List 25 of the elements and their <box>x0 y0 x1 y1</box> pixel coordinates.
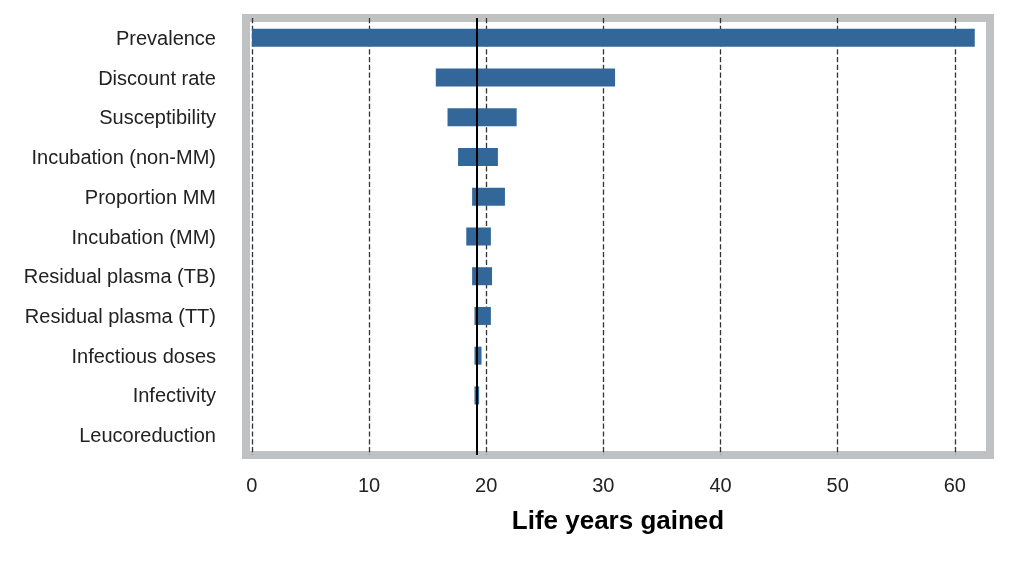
y-tick-label: Susceptibility <box>99 106 216 129</box>
y-tick-label: Discount rate <box>98 66 216 89</box>
bar <box>251 28 975 47</box>
bar <box>435 68 616 87</box>
y-tick-label: Prevalence <box>115 26 216 49</box>
y-tick-label: Infectivity <box>132 384 216 407</box>
y-tick-label: Infectious doses <box>71 344 216 367</box>
bar <box>472 187 505 206</box>
x-tick-label: 40 <box>709 474 732 496</box>
x-tick-label: 30 <box>592 474 615 496</box>
y-tick-label: Leucoreduction <box>79 424 216 447</box>
bar <box>458 148 498 167</box>
y-tick-label: Proportion MM <box>84 185 216 208</box>
bar <box>466 227 491 246</box>
x-tick-label: 20 <box>475 474 498 496</box>
y-tick-label: Residual plasma (TT) <box>24 304 216 327</box>
y-tick-label: Residual plasma (TB) <box>23 265 216 288</box>
x-tick-label: 50 <box>826 474 849 496</box>
x-tick-label: 10 <box>357 474 381 496</box>
x-axis-title: Life years gained <box>511 505 725 535</box>
y-tick-label: Incubation (MM) <box>71 225 216 248</box>
x-tick-label: 0 <box>246 474 258 496</box>
y-tick-label: Incubation (non-MM) <box>31 146 216 169</box>
bar <box>447 108 517 127</box>
x-tick-label: 60 <box>943 474 966 496</box>
